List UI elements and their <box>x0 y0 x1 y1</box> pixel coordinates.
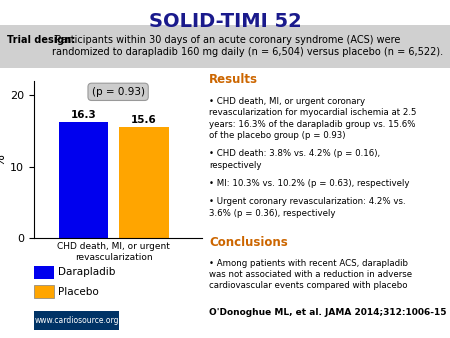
Y-axis label: %: % <box>0 154 7 166</box>
Text: • CHD death: 3.8% vs. 4.2% (p = 0.16),
respectively: • CHD death: 3.8% vs. 4.2% (p = 0.16), r… <box>209 149 380 170</box>
Text: Darapladib: Darapladib <box>58 267 115 277</box>
Text: Trial design:: Trial design: <box>7 35 75 46</box>
Text: Placebo: Placebo <box>58 287 99 297</box>
Text: Conclusions: Conclusions <box>209 236 288 248</box>
Text: www.cardiosource.org: www.cardiosource.org <box>34 316 119 325</box>
Text: • MI: 10.3% vs. 10.2% (p = 0.63), respectively: • MI: 10.3% vs. 10.2% (p = 0.63), respec… <box>209 179 410 188</box>
Text: 15.6: 15.6 <box>131 115 157 125</box>
Text: • Among patients with recent ACS, darapladib
was not associated with a reduction: • Among patients with recent ACS, darapl… <box>209 259 412 290</box>
Text: Results: Results <box>209 73 258 86</box>
Text: SOLID-TIMI 52: SOLID-TIMI 52 <box>148 12 302 31</box>
Text: 16.3: 16.3 <box>71 110 96 120</box>
Text: O'Donoghue ML, et al. JAMA 2014;312:1006-15: O'Donoghue ML, et al. JAMA 2014;312:1006… <box>209 308 447 317</box>
Text: (p = 0.93): (p = 0.93) <box>92 87 144 97</box>
Text: • Urgent coronary revascularization: 4.2% vs.
3.6% (p = 0.36), respectively: • Urgent coronary revascularization: 4.2… <box>209 197 406 218</box>
Text: Participants within 30 days of an acute coronary syndrome (ACS) were
randomized : Participants within 30 days of an acute … <box>52 35 443 57</box>
Text: • CHD death, MI, or urgent coronary
revascularization for myocardial ischemia at: • CHD death, MI, or urgent coronary reva… <box>209 97 417 140</box>
Bar <box>119 127 169 238</box>
Bar <box>58 122 108 238</box>
